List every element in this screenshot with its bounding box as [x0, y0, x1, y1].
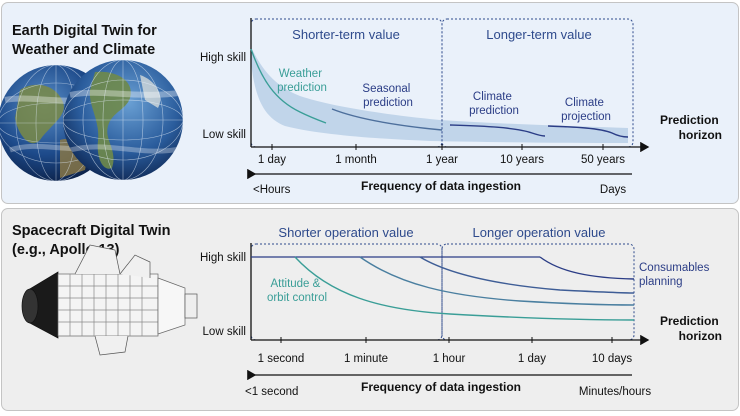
earth-globes-image [0, 60, 183, 181]
spacecraft-ingestion-left-label: <1 second [245, 386, 298, 398]
spacecraft-longer-region [441, 243, 635, 341]
spacecraft-title-line1: Spacecraft Digital Twin [12, 223, 171, 239]
spacecraft-y-low-label: Low skill [203, 326, 246, 338]
earth-seasonal-label: Seasonal prediction [362, 83, 413, 109]
spacecraft-consumables-curve [539, 256, 635, 280]
apollo-spacecraft-image [21, 244, 198, 356]
earth-tick-label-50-years: 50 years [581, 154, 625, 166]
earth-region-long-label: Longer-term value [486, 27, 592, 42]
earth-tick-label-1-month: 1 month [335, 154, 377, 166]
earth-climate-prediction-label: Climate prediction [469, 91, 519, 117]
earth-skill-uncertainty-band [251, 47, 628, 143]
earth-panel-title: Earth Digital Twin for Weather and Clima… [12, 22, 157, 60]
earth-region-short-label: Shorter-term value [292, 27, 400, 42]
spacecraft-ingestion-right-label: Minutes/hours [579, 386, 651, 398]
earth-climate-prediction-curve [449, 124, 546, 137]
spacecraft-attitude-curve [294, 256, 635, 321]
spacecraft-tick-label-1-day: 1 day [518, 353, 546, 365]
earth-weather-curve [250, 48, 327, 124]
spacecraft-tick-label-1-minute: 1 minute [344, 353, 388, 365]
earth-x-axis-label: Prediction horizon [660, 113, 722, 142]
earth-title-line1: Earth Digital Twin for [12, 23, 157, 39]
earth-tick-label-1-day: 1 day [258, 154, 286, 166]
spacecraft-consumables-label: Consumables planning [639, 262, 713, 288]
spacecraft-x-axis-label: Prediction horizon [660, 314, 722, 343]
earth-y-low-label: Low skill [203, 129, 246, 141]
earth-ingestion-right-label: Days [600, 184, 626, 196]
earth-seasonal-curve [331, 108, 443, 131]
spacecraft-region-long-label: Longer operation value [473, 225, 606, 240]
spacecraft-prediction-chart: Shorter operation value Longer operation… [200, 225, 722, 398]
spacecraft-curve-2 [359, 256, 635, 306]
earth-climate-projection-label: Climate projection [561, 97, 611, 123]
earth-climate-projection-curve [547, 125, 629, 138]
spacecraft-tick-label-1-second: 1 second [258, 353, 305, 365]
earth-prediction-chart: Shorter-term value Longer-term value Hig… [200, 18, 722, 196]
earth-tick-label-10-years: 10 years [500, 154, 544, 166]
earth-weather-label: Weather prediction [277, 68, 327, 94]
earth-tick-label-1-year: 1 year [426, 154, 458, 166]
earth-title-line2: Weather and Climate [12, 42, 156, 58]
spacecraft-ingestion-label: Frequency of data ingestion [361, 380, 521, 394]
spacecraft-tick-label-1-hour: 1 hour [433, 353, 466, 365]
spacecraft-attitude-label: Attitude & orbit control [267, 278, 327, 304]
spacecraft-y-high-label: High skill [200, 252, 246, 264]
earth-ingestion-left-label: <Hours [253, 184, 291, 196]
earth-y-high-label: High skill [200, 52, 246, 64]
spacecraft-tick-label-10-days: 10 days [592, 353, 633, 365]
spacecraft-region-short-label: Shorter operation value [278, 225, 413, 240]
spacecraft-curve-3 [419, 256, 635, 294]
earth-ingestion-label: Frequency of data ingestion [361, 179, 521, 193]
